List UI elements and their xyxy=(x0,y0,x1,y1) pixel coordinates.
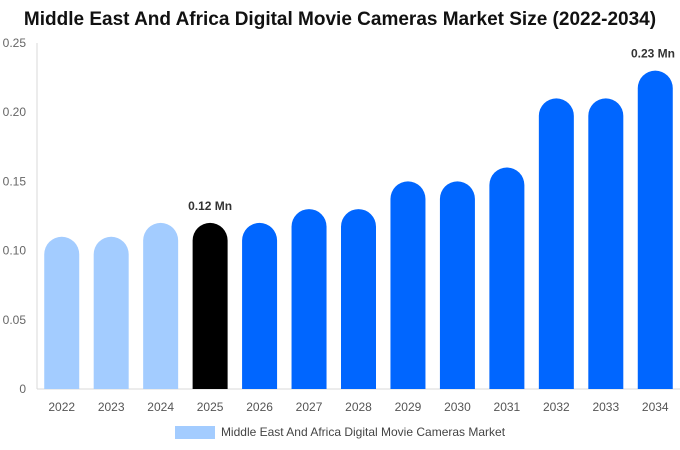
bar-2027 xyxy=(291,209,327,389)
x-tick-label: 2028 xyxy=(345,400,372,414)
bar-2024 xyxy=(143,222,179,389)
x-tick-label: 2029 xyxy=(395,400,422,414)
y-tick-label: 0.15 xyxy=(3,174,27,188)
bar-2030 xyxy=(439,181,475,389)
y-tick-label: 0.10 xyxy=(3,244,27,258)
y-tick-label: 0.20 xyxy=(3,105,27,119)
legend-swatch xyxy=(174,425,215,439)
bar-2022 xyxy=(44,236,80,389)
y-tick-label: 0.05 xyxy=(3,313,27,327)
data-label: 0.23 Mn xyxy=(631,47,675,61)
x-tick-label: 2025 xyxy=(197,400,224,414)
x-tick-label: 2022 xyxy=(48,400,75,414)
bar-2026 xyxy=(242,222,278,389)
chart-title: Middle East And Africa Digital Movie Cam… xyxy=(23,9,657,30)
chart-legend: Middle East And Africa Digital Movie Cam… xyxy=(0,425,680,439)
bar-2034 xyxy=(637,70,673,390)
y-tick-label: 0 xyxy=(19,382,26,396)
bar-2031 xyxy=(489,167,525,389)
bar-2028 xyxy=(341,209,376,389)
x-tick-label: 2032 xyxy=(543,400,570,414)
x-tick-label: 2026 xyxy=(246,400,273,414)
x-tick-label: 2030 xyxy=(444,400,471,414)
bar-2033 xyxy=(588,98,624,390)
x-tick-label: 2023 xyxy=(98,400,125,414)
x-tick-label: 2031 xyxy=(494,400,521,414)
bar-2032 xyxy=(538,98,574,390)
x-tick-label: 2034 xyxy=(642,400,669,414)
bar-2029 xyxy=(390,181,426,389)
legend-label: Middle East And Africa Digital Movie Cam… xyxy=(220,425,506,439)
x-tick-label: 2033 xyxy=(592,400,619,414)
bar-2023 xyxy=(93,236,129,389)
bar-2025 xyxy=(192,222,228,389)
x-tick-label: 2024 xyxy=(147,400,174,414)
y-tick-label: 0.25 xyxy=(3,36,27,50)
data-label: 0.12 Mn xyxy=(188,199,232,213)
x-tick-label: 2027 xyxy=(296,400,323,414)
